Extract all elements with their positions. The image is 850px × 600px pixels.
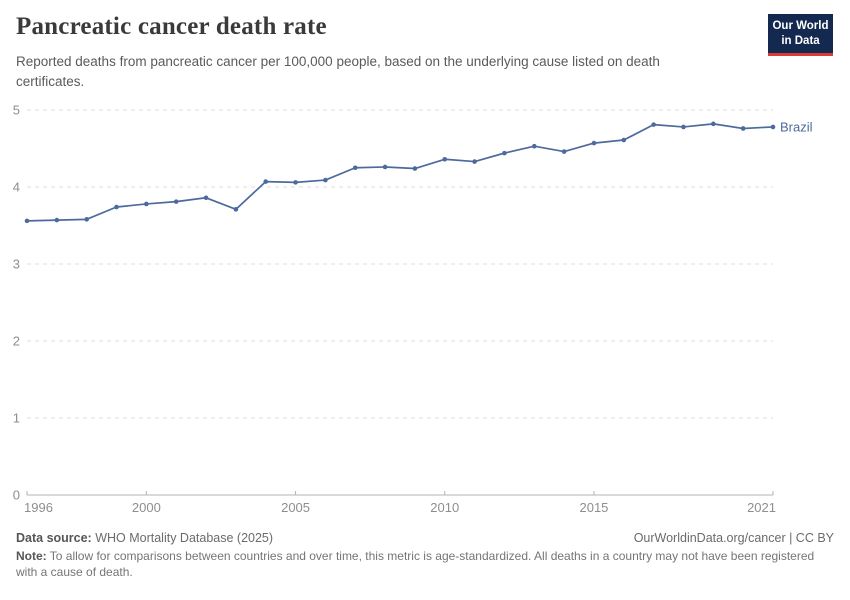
data-point[interactable] <box>770 124 776 130</box>
x-axis-tick-label: 2010 <box>430 500 459 515</box>
x-axis-tick-label: 2021 <box>747 500 776 515</box>
data-point[interactable] <box>144 201 149 207</box>
data-point[interactable] <box>472 159 477 164</box>
data-point[interactable] <box>561 149 567 154</box>
data-point[interactable] <box>711 121 716 127</box>
series-label[interactable]: Brazil <box>780 119 813 134</box>
y-axis-tick-label: 1 <box>13 411 20 426</box>
line-chart[interactable]: 0 1 2 3 4 5 1996 2000 2005 2010 2015 2021 Brazil <box>0 98 850 528</box>
data-point[interactable] <box>352 165 358 171</box>
data-point[interactable] <box>173 199 179 204</box>
data-point[interactable] <box>651 122 656 127</box>
data-point[interactable] <box>114 204 119 210</box>
data-point[interactable] <box>293 180 298 185</box>
data-point[interactable] <box>263 179 269 184</box>
chart-note-label: Note: <box>16 549 47 563</box>
data-point[interactable] <box>591 140 597 146</box>
data-point[interactable] <box>442 156 448 162</box>
data-point[interactable] <box>412 166 418 171</box>
data-point[interactable] <box>84 217 89 222</box>
data-source-label: Data source: <box>16 531 92 545</box>
y-axis-tick-label: 3 <box>13 257 20 272</box>
y-axis-tick-label: 4 <box>13 180 20 195</box>
data-point[interactable] <box>323 177 328 183</box>
attribution-link[interactable]: OurWorldinData.org/cancer | CC BY <box>633 531 834 545</box>
data-point[interactable] <box>233 207 239 212</box>
data-point[interactable] <box>681 124 686 130</box>
chart-subtitle: Reported deaths from pancreatic cancer p… <box>16 54 660 89</box>
data-point[interactable] <box>203 195 209 201</box>
owid-logo[interactable]: Our World in Data <box>768 14 833 56</box>
data-point[interactable] <box>740 126 746 131</box>
x-axis-tick-label: 2000 <box>132 500 161 515</box>
chart-note: Note: To allow for comparisons between c… <box>16 549 834 580</box>
data-point[interactable] <box>531 143 537 149</box>
y-axis-tick-label: 2 <box>13 334 20 349</box>
data-point[interactable] <box>502 150 507 156</box>
chart-footer: Data source: WHO Mortality Database (202… <box>16 531 834 580</box>
data-line[interactable] <box>26 123 774 222</box>
chart-note-value: To allow for comparisons between countri… <box>16 549 815 579</box>
data-source: Data source: WHO Mortality Database (202… <box>16 531 273 545</box>
x-axis-tick-label: 1996 <box>24 500 53 515</box>
data-source-value: WHO Mortality Database (2025) <box>91 531 274 545</box>
data-point[interactable] <box>24 218 30 224</box>
y-axis-tick-label: 0 <box>13 488 20 503</box>
x-axis-tick-label: 2015 <box>579 500 608 515</box>
x-axis-tick-label: 2005 <box>281 500 310 515</box>
owid-logo-line2: in Data <box>781 34 820 47</box>
owid-logo-line1: Our World <box>772 20 829 32</box>
page-title: Pancreatic cancer death rate <box>16 13 327 40</box>
data-point[interactable] <box>621 137 627 143</box>
data-point[interactable] <box>382 164 388 170</box>
y-axis-tick-label: 5 <box>13 103 20 118</box>
data-point[interactable] <box>54 217 60 223</box>
